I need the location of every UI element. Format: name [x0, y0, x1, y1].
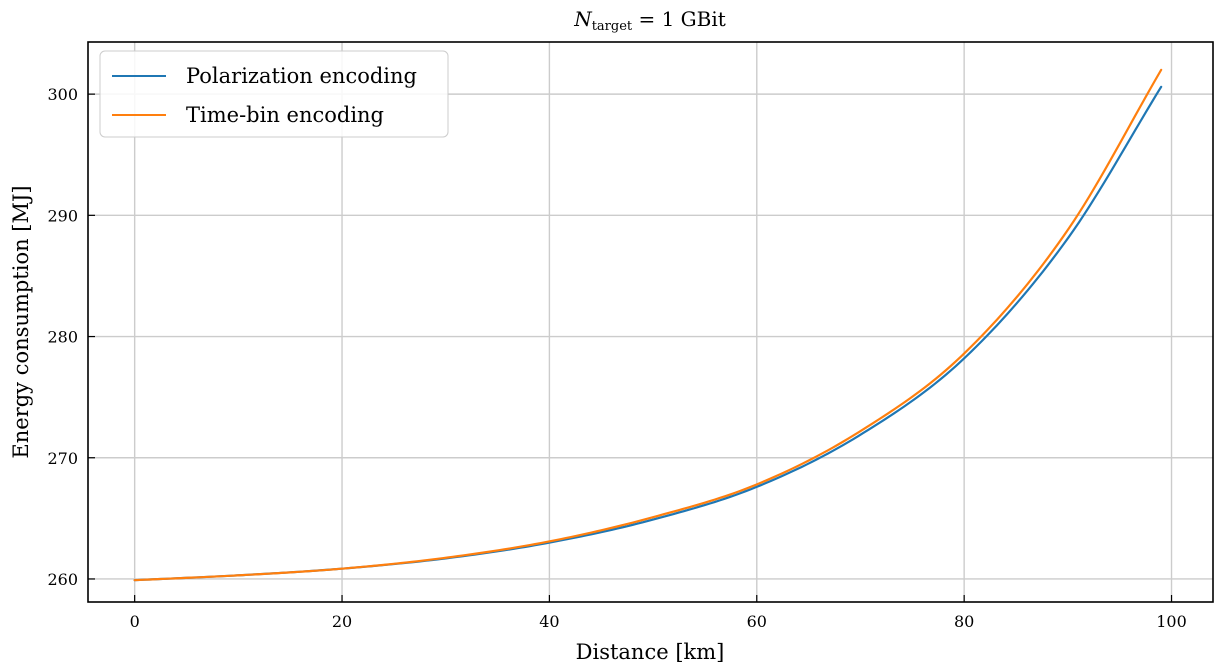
series-lines — [133, 68, 1163, 582]
y-tick-label: 260 — [47, 570, 78, 589]
x-tick-label: 80 — [954, 612, 974, 631]
y-axis-label: Energy consumption [MJ] — [9, 185, 33, 458]
chart-title-subscript: target — [592, 19, 633, 34]
y-tick-label: 280 — [47, 328, 78, 347]
y-tick-label: 300 — [47, 85, 78, 104]
legend-label-time-bin: Time-bin encoding — [186, 103, 384, 127]
plot-frame — [87, 41, 1214, 603]
ticks: 0 20 40 60 80 100 260 270 280 290 300 — [47, 85, 1186, 631]
x-tick-label: 20 — [332, 612, 352, 631]
series-line-time-bin — [133, 68, 1163, 582]
y-tick-label: 270 — [47, 449, 78, 468]
chart-title-rest: = 1 GBit — [632, 7, 726, 31]
x-tick-label: 60 — [747, 612, 767, 631]
legend-label-polarization: Polarization encoding — [186, 64, 417, 88]
chart-title-main: N — [573, 7, 593, 31]
x-tick-label: 0 — [130, 612, 140, 631]
y-tick-label: 290 — [47, 206, 78, 225]
chart-title: Ntarget = 1 GBit — [573, 7, 726, 34]
legend: Polarization encoding Time-bin encoding — [99, 50, 449, 138]
x-tick-label: 100 — [1156, 612, 1187, 631]
legend-box — [99, 50, 449, 138]
grid — [88, 42, 1213, 602]
x-tick-label: 40 — [539, 612, 559, 631]
x-axis-label: Distance [km] — [576, 640, 725, 664]
